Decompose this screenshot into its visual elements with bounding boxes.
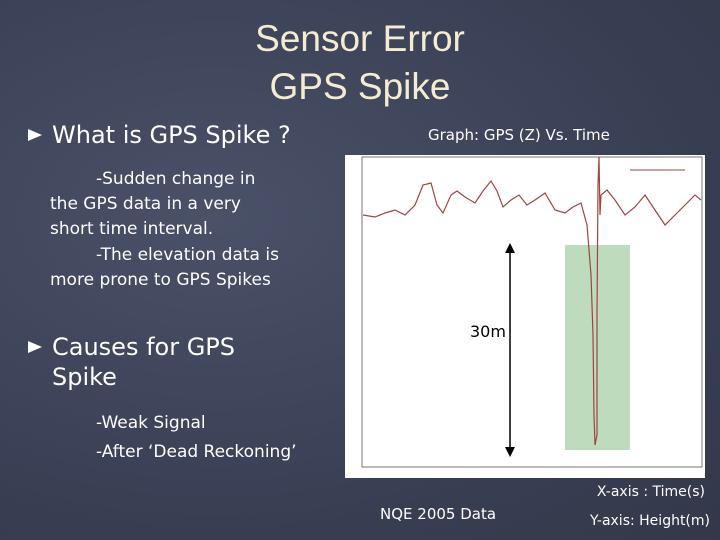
graph-caption: Graph: GPS (Z) Vs. Time [428,126,610,144]
title-line: GPS Spike [269,66,451,107]
bullet-icon [28,129,42,141]
y-axis-note: Y-axis: Height(m) [590,513,710,529]
bullet-icon [28,341,42,353]
bullet-body: -The elevation data is more prone to GPS… [50,245,279,290]
bullet-heading: Causes for GPS Spike [52,333,236,391]
bullet-body: -After ‘Dead Reckoning’ [96,442,297,462]
bullet-body: -Sudden change in the GPS data in a very… [50,169,256,239]
title-line: Sensor Error [255,18,465,59]
bullet-body: -Weak Signal [96,413,206,433]
source-label: NQE 2005 Data [380,505,497,523]
graph-annotation: 30m [470,322,506,341]
graph-image [345,155,705,478]
bullet-heading: What is GPS Spike ? [52,121,291,149]
x-axis-note: X-axis : Time(s) [596,484,705,500]
